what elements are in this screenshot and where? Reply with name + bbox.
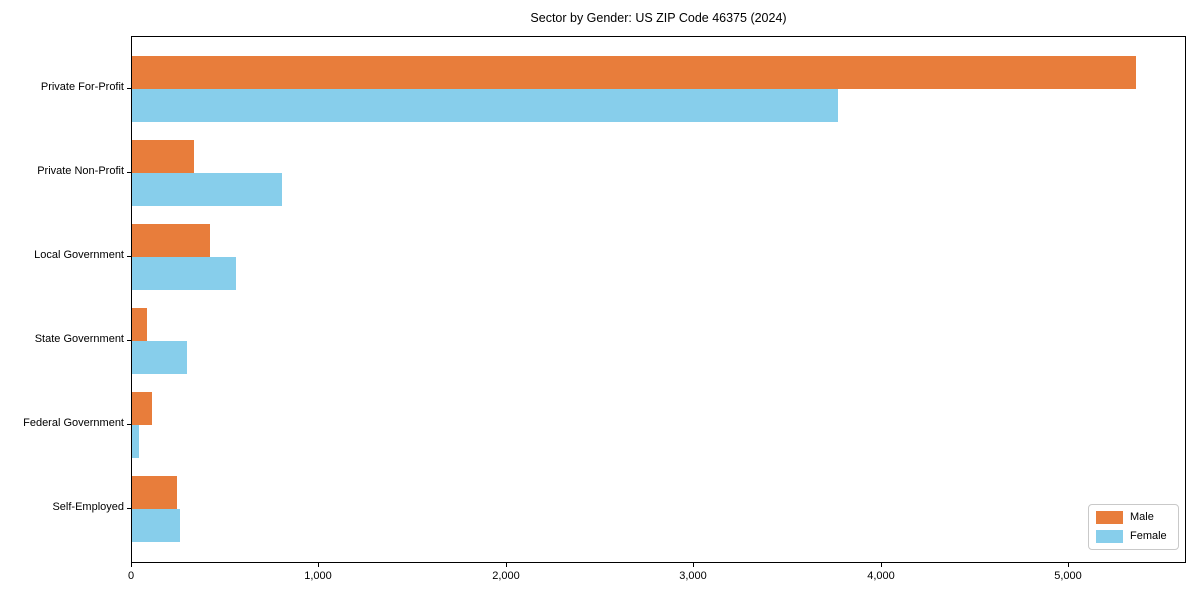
ytick-mark <box>127 256 131 257</box>
legend-item-female: Female <box>1096 530 1170 543</box>
xtick-label-0: 0 <box>127 570 135 582</box>
xtick-label-4-000: 4,000 <box>867 570 895 582</box>
ytick-mark <box>127 508 131 509</box>
bar-male-self-employed <box>132 476 177 509</box>
legend-swatch-female <box>1096 530 1123 543</box>
legend-swatch-male <box>1096 511 1123 524</box>
xtick-mark <box>131 563 132 567</box>
ytick-mark <box>127 88 131 89</box>
xtick-mark <box>1068 563 1069 567</box>
bar-female-private-non-profit <box>132 173 282 206</box>
bar-female-state-government <box>132 341 187 374</box>
ytick-label-self-employed: Self-Employed <box>52 501 124 513</box>
legend-item-male: Male <box>1096 511 1170 524</box>
xtick-label-2-000: 2,000 <box>492 570 520 582</box>
ytick-label-state-government: State Government <box>34 333 124 345</box>
bar-male-federal-government <box>132 392 152 425</box>
xtick-mark <box>693 563 694 567</box>
xtick-label-1-000: 1,000 <box>304 570 332 582</box>
bar-male-state-government <box>132 308 147 341</box>
bar-female-private-for-profit <box>132 89 838 122</box>
bar-male-local-government <box>132 224 210 257</box>
ytick-label-federal-government: Federal Government <box>23 417 124 429</box>
bar-male-private-non-profit <box>132 140 194 173</box>
ytick-mark <box>127 172 131 173</box>
ytick-label-private-for-profit: Private For-Profit <box>40 81 124 93</box>
ytick-mark <box>127 424 131 425</box>
xtick-label-5-000: 5,000 <box>1054 570 1082 582</box>
xtick-mark <box>318 563 319 567</box>
ytick-label-local-government: Local Government <box>34 249 124 261</box>
bar-female-local-government <box>132 257 236 290</box>
legend: Male Female <box>1088 504 1179 550</box>
legend-label-female: Female <box>1130 530 1167 542</box>
xtick-mark <box>881 563 882 567</box>
legend-label-male: Male <box>1130 511 1154 523</box>
ytick-mark <box>127 340 131 341</box>
plot-area <box>131 36 1186 563</box>
bar-female-self-employed <box>132 509 180 542</box>
chart-title: Sector by Gender: US ZIP Code 46375 (202… <box>530 11 787 25</box>
ytick-label-private-non-profit: Private Non-Profit <box>37 165 124 177</box>
xtick-mark <box>506 563 507 567</box>
xtick-label-3-000: 3,000 <box>679 570 707 582</box>
bar-female-federal-government <box>132 425 139 458</box>
bar-male-private-for-profit <box>132 56 1136 89</box>
